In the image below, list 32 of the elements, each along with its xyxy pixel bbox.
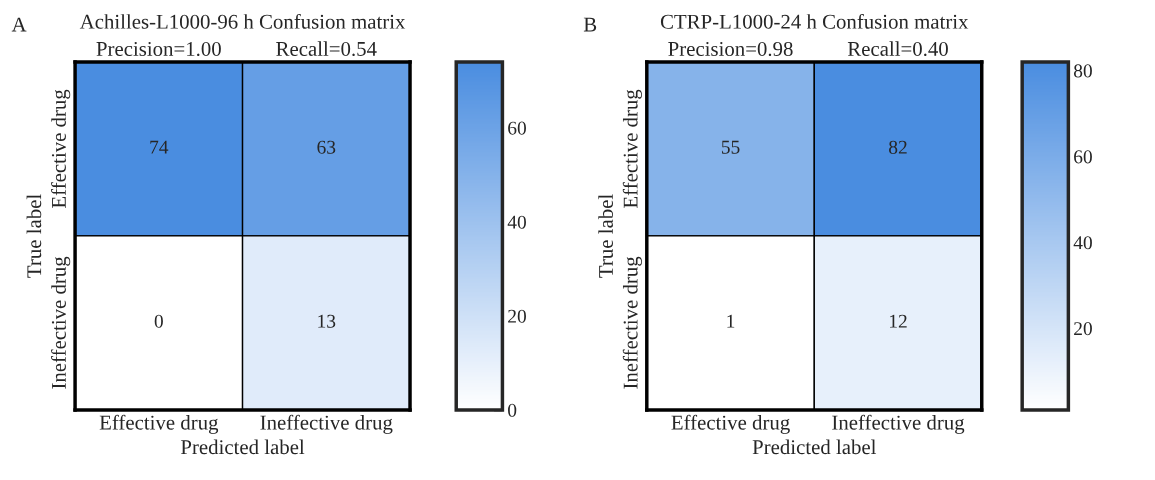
chart-title: CTRP-L1000-24 h Confusion matrix <box>660 13 969 29</box>
text: B <box>583 17 597 32</box>
color-bar-label: 60 <box>1074 150 1092 164</box>
x-axis-title: Predicted label <box>752 439 877 455</box>
color-bar-label: 40 <box>507 215 526 229</box>
text: Recall=0.40 <box>847 41 948 57</box>
data-label: 74 <box>150 140 169 154</box>
color-bar-label: 0 <box>508 403 517 417</box>
data-label: 55 <box>721 140 740 154</box>
x-tick-label: Ineffective drug <box>832 414 965 434</box>
data-label: 12 <box>890 314 907 328</box>
y-axis-title: True label <box>598 194 613 278</box>
color-bar-label: 20 <box>508 309 526 323</box>
color-bar-label: 60 <box>508 121 526 135</box>
x-axis-title: Predicted label <box>180 439 305 455</box>
data-label: 1 <box>727 314 735 328</box>
text: Precision=0.98 <box>668 41 793 57</box>
text: Precision=1.00 <box>96 41 221 57</box>
text: Recall=0.54 <box>276 41 377 57</box>
color-bar-label: 40 <box>1073 236 1092 250</box>
data-label: 13 <box>318 314 336 328</box>
data-label: 82 <box>889 140 907 154</box>
text: A <box>11 17 27 32</box>
x-tick-label: Effective drug <box>99 414 219 434</box>
color-bar-label: 80 <box>1073 64 1092 78</box>
x-tick-label: Ineffective drug <box>260 414 393 434</box>
data-label: 63 <box>317 140 336 154</box>
x-tick-label: Effective drug <box>671 414 790 434</box>
y-axis-title: True label <box>26 194 42 278</box>
color-bar-label: 20 <box>1074 322 1092 336</box>
data-label: 0 <box>154 314 163 328</box>
chart-title: Achilles-L1000-96 h Confusion matrix <box>79 13 406 29</box>
